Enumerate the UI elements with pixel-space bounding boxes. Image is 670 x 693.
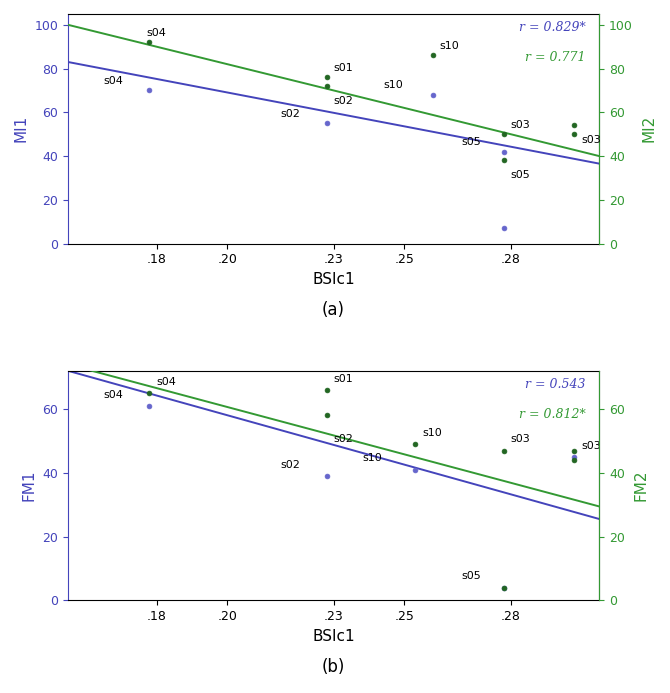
Point (569, 451, 580, 462)
Text: s04: s04 (146, 28, 165, 38)
Point (321, 385, 332, 396)
Point (409, 464, 420, 475)
Text: s03: s03 (582, 441, 601, 450)
Text: s02: s02 (281, 459, 300, 470)
Text: r = 0.543: r = 0.543 (525, 378, 586, 391)
Point (144, 387, 155, 398)
Y-axis label: MI1: MI1 (14, 115, 29, 142)
X-axis label: BSIc1: BSIc1 (312, 629, 355, 644)
Point (498, 582, 509, 593)
Point (144, 401, 155, 412)
Point (498, 129, 509, 140)
Point (321, 118, 332, 129)
Text: s01: s01 (334, 63, 353, 73)
Text: s03: s03 (582, 135, 601, 145)
Text: s05: s05 (461, 571, 481, 581)
Point (569, 455, 580, 466)
Text: s04: s04 (103, 76, 123, 86)
Text: s05: s05 (461, 137, 481, 148)
Text: r = 0.812*: r = 0.812* (519, 407, 586, 421)
Text: s05: s05 (511, 170, 531, 180)
Point (498, 155, 509, 166)
Point (569, 445, 580, 456)
Text: (b): (b) (322, 658, 345, 676)
Text: s10: s10 (440, 41, 460, 51)
Text: r = 0.771: r = 0.771 (525, 51, 586, 64)
Point (321, 80, 332, 91)
Text: r = 0.829*: r = 0.829* (519, 21, 586, 34)
Point (409, 439, 420, 450)
Text: s02: s02 (334, 96, 354, 106)
Point (321, 410, 332, 421)
Point (427, 89, 438, 100)
Text: s03: s03 (511, 435, 531, 444)
Text: s05: s05 (0, 692, 1, 693)
Text: s01: s01 (334, 374, 353, 383)
Text: s02: s02 (281, 109, 300, 119)
Text: s03: s03 (511, 120, 531, 130)
Point (321, 72, 332, 83)
Text: s10: s10 (383, 80, 403, 91)
Point (144, 37, 155, 48)
Point (498, 445, 509, 456)
Text: s10: s10 (362, 453, 382, 464)
Text: s02: s02 (334, 435, 354, 444)
Text: s10: s10 (422, 428, 442, 438)
Point (569, 120, 580, 131)
Point (498, 222, 509, 234)
Y-axis label: FM1: FM1 (22, 470, 37, 502)
Point (321, 471, 332, 482)
Point (427, 50, 438, 61)
Text: s05: s05 (0, 692, 1, 693)
Point (144, 85, 155, 96)
Text: (a): (a) (322, 301, 345, 319)
X-axis label: BSIc1: BSIc1 (312, 272, 355, 287)
Y-axis label: FM2: FM2 (633, 470, 648, 502)
Text: s04: s04 (103, 389, 123, 399)
Point (569, 129, 580, 140)
Y-axis label: MI2: MI2 (641, 115, 656, 142)
Point (498, 582, 509, 593)
Point (498, 146, 509, 157)
Text: s04: s04 (157, 377, 176, 387)
